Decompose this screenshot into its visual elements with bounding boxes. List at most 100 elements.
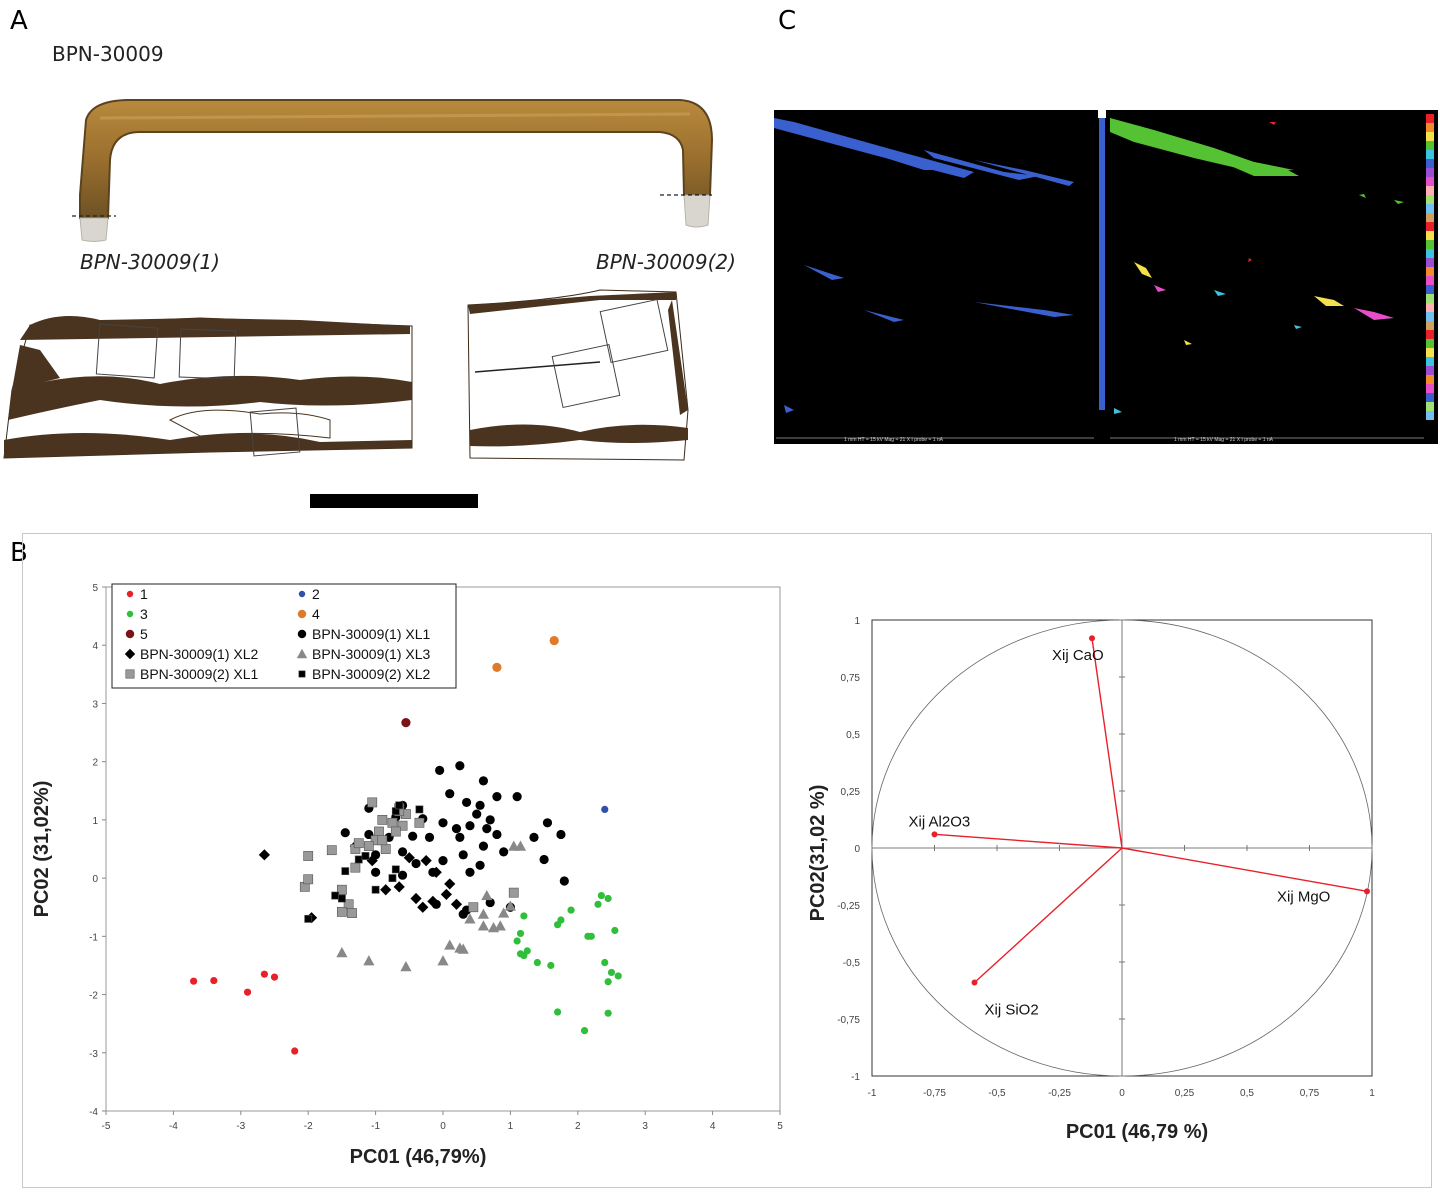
data-point	[393, 881, 405, 893]
data-point	[478, 841, 489, 851]
loading-vector: Xij Al2O3	[909, 813, 1123, 849]
data-point	[410, 892, 422, 905]
data-point	[607, 968, 616, 977]
vector-label: Xij CaO	[1052, 647, 1104, 664]
legend-label: BPN-30009(2) XL1	[140, 666, 259, 682]
data-point	[414, 817, 425, 828]
x-tick-label: -1	[371, 1121, 380, 1132]
legend-label: BPN-30009(1) XL1	[312, 626, 431, 642]
data-point	[481, 889, 493, 901]
data-point	[478, 776, 489, 786]
legend-marker	[126, 590, 134, 598]
vector-line	[1091, 638, 1123, 849]
legend-marker	[297, 609, 307, 619]
legend-label: BPN-30009(1) XL2	[140, 646, 259, 662]
data-point	[556, 829, 566, 840]
y-tick-label: -4	[89, 1107, 98, 1118]
data-point	[350, 862, 361, 873]
vector-line	[974, 847, 1123, 984]
data-point	[520, 912, 528, 920]
series-1	[601, 805, 609, 814]
data-point	[549, 635, 559, 646]
y-tick-label: -3	[89, 1049, 98, 1060]
y-tick-label: 1	[92, 816, 98, 827]
data-point	[391, 865, 400, 874]
data-point	[611, 926, 619, 935]
vector-line	[934, 833, 1123, 849]
data-point	[258, 849, 270, 861]
legend-label: 1	[140, 586, 148, 602]
data-point	[401, 718, 411, 728]
x-tick-label: 0	[1119, 1088, 1125, 1099]
vector-endpoint	[971, 979, 978, 986]
sample-id-title: BPN-30009	[52, 42, 164, 66]
data-point	[597, 891, 605, 900]
data-point	[514, 840, 527, 851]
legend-marker	[298, 670, 306, 678]
data-point	[336, 884, 347, 895]
loading-vector: Xij MgO	[1121, 847, 1370, 905]
data-point	[499, 847, 509, 857]
legend-marker	[296, 648, 308, 659]
data-point	[417, 901, 429, 913]
map-footer-left: 1 mm HT = 15 kV Mag = 21 X I probe = 1 n…	[844, 437, 944, 443]
y-axis-title: PC02(31,02 %)	[807, 785, 829, 922]
data-point	[492, 792, 502, 802]
data-point	[451, 824, 462, 834]
data-point	[539, 854, 549, 865]
data-point	[458, 909, 468, 919]
x-tick-label: 0	[440, 1121, 446, 1132]
legend-label: BPN-30009(2) XL2	[312, 666, 431, 682]
scale-bar	[310, 494, 478, 508]
data-point	[464, 913, 476, 924]
data-point	[387, 817, 398, 828]
data-point	[498, 907, 510, 918]
data-point	[440, 888, 452, 901]
data-point	[371, 867, 381, 877]
data-point	[587, 932, 595, 940]
data-point	[371, 885, 380, 894]
legend-marker	[297, 629, 307, 639]
x-tick-label: 1	[1369, 1088, 1375, 1099]
y-tick-label: 0	[854, 844, 860, 855]
data-point	[415, 805, 424, 814]
data-point	[547, 961, 555, 970]
y-tick-label: 0,25	[841, 787, 861, 798]
series-9	[304, 801, 424, 923]
data-point	[363, 841, 374, 851]
series-7	[336, 840, 527, 972]
data-point	[395, 801, 404, 810]
elemental-map-right	[1110, 118, 1404, 414]
series-3	[492, 635, 559, 672]
panel-label-b: B	[10, 538, 28, 568]
x-tick-label: -0,25	[1048, 1088, 1071, 1099]
data-point	[420, 855, 432, 867]
x-tick-label: -1	[868, 1088, 877, 1099]
data-point	[475, 800, 485, 810]
data-point	[504, 900, 516, 911]
series-4	[401, 718, 411, 728]
data-point	[353, 838, 364, 849]
map-footer-right: 1 mm HT = 15 kV Mag = 21 X I probe = 1 n…	[1174, 437, 1274, 443]
data-point	[465, 821, 475, 831]
section-map-left	[3, 316, 413, 459]
data-point	[580, 1027, 589, 1035]
data-point	[347, 908, 357, 918]
data-point	[380, 884, 392, 896]
x-tick-label: -0,75	[923, 1088, 946, 1099]
data-point	[567, 906, 575, 914]
loading-vector: Xij CaO	[1052, 635, 1123, 849]
x-tick-label: 1	[508, 1121, 514, 1132]
vector-label: Xij SiO2	[985, 1002, 1039, 1019]
data-point	[367, 797, 378, 808]
legend-marker	[124, 648, 136, 660]
data-point	[303, 874, 314, 885]
series-0	[190, 970, 299, 1055]
data-point	[614, 972, 622, 980]
data-point	[457, 943, 469, 954]
data-point	[512, 792, 522, 802]
elemental-map-left	[774, 110, 1106, 413]
y-tick-label: 2	[92, 758, 98, 769]
data-point	[374, 826, 384, 837]
data-point	[397, 870, 408, 880]
